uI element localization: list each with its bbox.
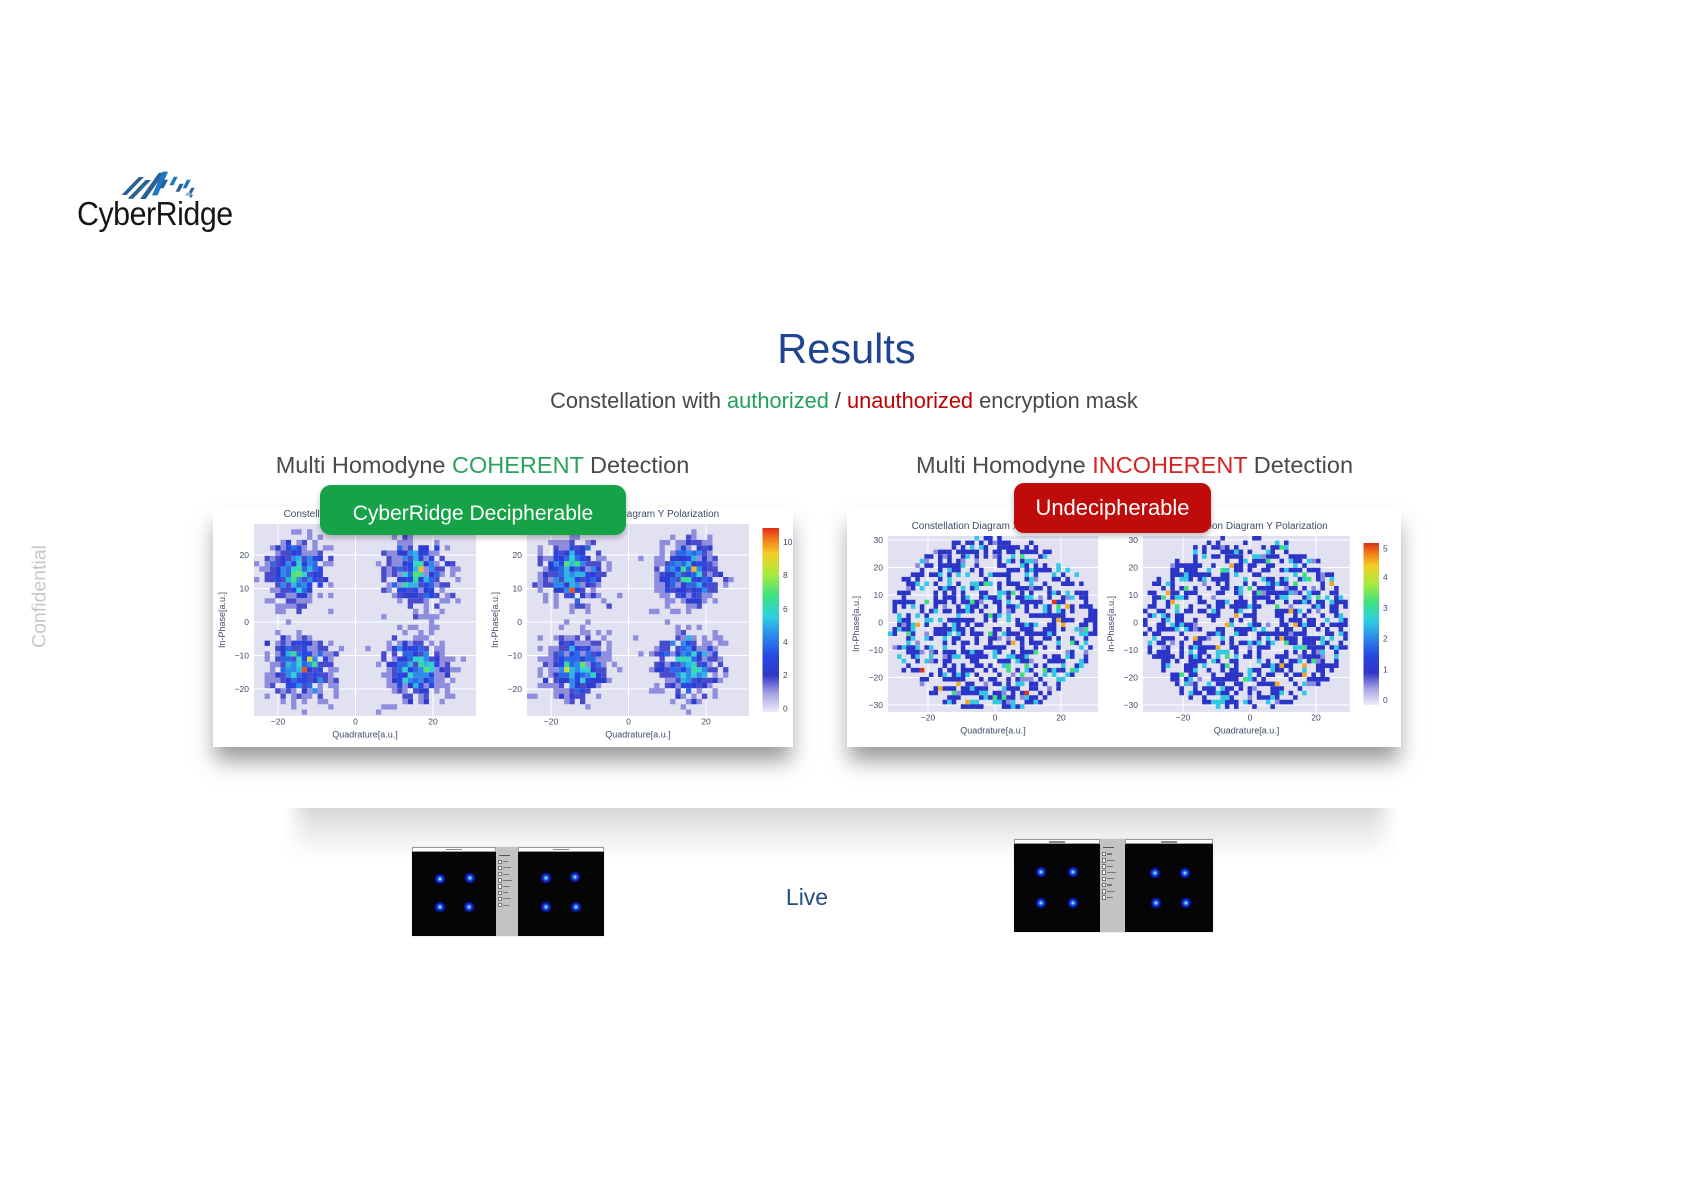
svg-text:0: 0 bbox=[626, 717, 631, 727]
svg-text:4: 4 bbox=[1383, 572, 1388, 582]
svg-text:0: 0 bbox=[353, 717, 358, 727]
svg-text:−20: −20 bbox=[869, 673, 884, 683]
svg-text:3: 3 bbox=[1383, 603, 1388, 613]
svg-text:Constellation Diagram Y Polari: Constellation Diagram Y Polarization bbox=[1165, 521, 1328, 532]
svg-text:−20: −20 bbox=[921, 713, 936, 723]
svg-text:5: 5 bbox=[1383, 544, 1388, 554]
svg-text:−10: −10 bbox=[508, 651, 523, 661]
svg-text:Quadrature[a.u.]: Quadrature[a.u.] bbox=[332, 730, 398, 740]
svg-text:20: 20 bbox=[513, 550, 523, 560]
svg-text:10: 10 bbox=[240, 584, 250, 594]
svg-text:20: 20 bbox=[1129, 563, 1139, 573]
svg-text:10: 10 bbox=[1129, 590, 1139, 600]
svg-text:Quadrature[a.u.]: Quadrature[a.u.] bbox=[1214, 726, 1280, 736]
svg-text:−20: −20 bbox=[271, 717, 286, 727]
svg-text:−10: −10 bbox=[869, 645, 884, 655]
svg-text:30: 30 bbox=[874, 535, 884, 545]
svg-text:0: 0 bbox=[1133, 618, 1138, 628]
svg-text:6: 6 bbox=[783, 604, 788, 614]
svg-text:20: 20 bbox=[428, 717, 438, 727]
svg-text:0: 0 bbox=[1248, 713, 1253, 723]
svg-text:4: 4 bbox=[783, 637, 788, 647]
svg-text:8: 8 bbox=[783, 570, 788, 580]
svg-text:0: 0 bbox=[244, 617, 249, 627]
svg-text:Quadrature[a.u.]: Quadrature[a.u.] bbox=[605, 730, 671, 740]
svg-text:Constellation Diagram X Polari: Constellation Diagram X Polarization bbox=[912, 521, 1075, 532]
svg-text:30: 30 bbox=[1129, 535, 1139, 545]
svg-text:1: 1 bbox=[1383, 664, 1388, 674]
svg-text:In-Phase[a.u.]: In-Phase[a.u.] bbox=[1106, 596, 1116, 652]
svg-text:−20: −20 bbox=[544, 717, 559, 727]
svg-text:20: 20 bbox=[240, 550, 250, 560]
svg-text:0: 0 bbox=[1383, 695, 1388, 705]
svg-text:In-Phase[a.u.]: In-Phase[a.u.] bbox=[217, 592, 227, 648]
svg-text:−20: −20 bbox=[508, 684, 523, 694]
svg-text:2: 2 bbox=[1383, 634, 1388, 644]
svg-text:Constellation Diagram Y Polari: Constellation Diagram Y Polarization bbox=[557, 509, 720, 520]
svg-text:10: 10 bbox=[874, 590, 884, 600]
svg-text:10: 10 bbox=[513, 584, 523, 594]
svg-text:In-Phase[a.u.]: In-Phase[a.u.] bbox=[490, 592, 500, 648]
svg-text:20: 20 bbox=[874, 563, 884, 573]
svg-text:0: 0 bbox=[517, 617, 522, 627]
svg-text:−10: −10 bbox=[235, 651, 250, 661]
svg-text:−20: −20 bbox=[1176, 713, 1191, 723]
svg-text:0: 0 bbox=[783, 703, 788, 713]
svg-text:−30: −30 bbox=[1124, 700, 1139, 710]
svg-text:−10: −10 bbox=[1124, 645, 1139, 655]
svg-text:0: 0 bbox=[993, 713, 998, 723]
svg-text:20: 20 bbox=[1056, 713, 1066, 723]
svg-text:−20: −20 bbox=[235, 684, 250, 694]
svg-text:2: 2 bbox=[783, 670, 788, 680]
svg-text:In-Phase[a.u.]: In-Phase[a.u.] bbox=[851, 596, 861, 652]
svg-text:20: 20 bbox=[701, 717, 711, 727]
svg-text:10: 10 bbox=[783, 537, 793, 547]
svg-text:−20: −20 bbox=[1124, 673, 1139, 683]
svg-text:0: 0 bbox=[878, 618, 883, 628]
svg-text:−30: −30 bbox=[869, 700, 884, 710]
svg-text:Quadrature[a.u.]: Quadrature[a.u.] bbox=[960, 726, 1026, 736]
svg-text:20: 20 bbox=[1311, 713, 1321, 723]
